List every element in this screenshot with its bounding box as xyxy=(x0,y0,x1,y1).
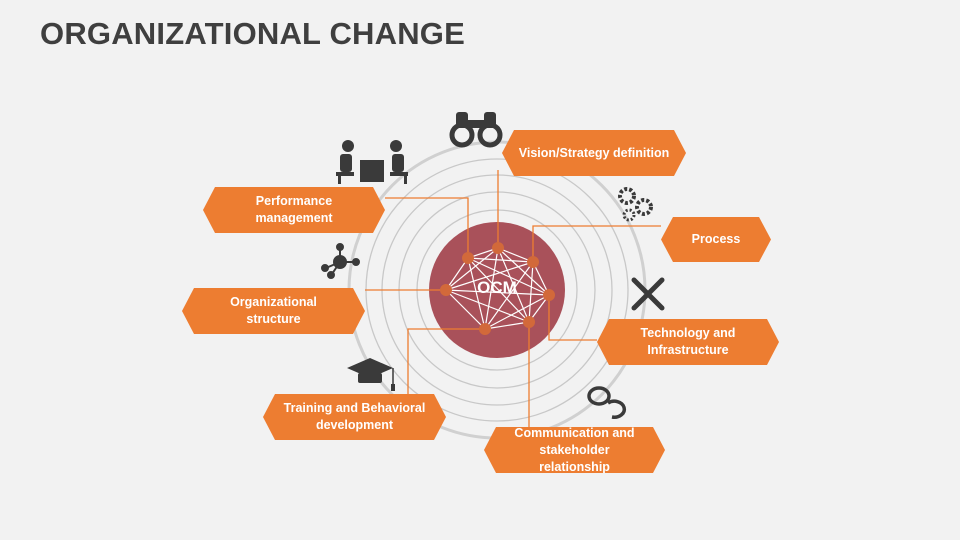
page-title: ORGANIZATIONAL CHANGE xyxy=(40,16,465,51)
mesh-line xyxy=(497,247,534,263)
node-dot xyxy=(527,256,539,268)
connector-performance xyxy=(385,197,469,258)
mesh-line xyxy=(497,247,530,323)
node-dot xyxy=(523,316,535,328)
mesh-line xyxy=(532,261,550,296)
banner-performance: Performance management xyxy=(203,187,385,233)
mesh-line xyxy=(445,289,486,330)
mesh-line xyxy=(497,247,550,296)
mesh-line xyxy=(445,289,530,323)
network-icon xyxy=(321,243,360,279)
tools-icon xyxy=(631,277,665,311)
mesh-line xyxy=(445,289,550,296)
meeting-icon xyxy=(336,140,408,184)
mesh-line xyxy=(445,257,469,291)
banner-communication: Communication and stakeholder relationsh… xyxy=(484,427,665,473)
mesh-line xyxy=(467,257,534,263)
banner-training: Training and Behavioral development xyxy=(263,394,446,440)
connector-process xyxy=(532,225,661,262)
banner-technology: Technology and Infrastructure xyxy=(597,319,779,365)
graduation-cap-icon xyxy=(347,358,395,391)
mesh-line xyxy=(484,247,499,330)
node-dot xyxy=(479,323,491,335)
nodes xyxy=(440,242,555,335)
mesh-line xyxy=(484,261,534,330)
banner-organizational-structure: Organizational structure xyxy=(182,288,365,334)
binoculars-icon xyxy=(449,112,503,148)
chat-bubbles-icon xyxy=(587,386,627,419)
mesh-line xyxy=(445,261,534,291)
mesh-line xyxy=(528,261,534,323)
mesh-line xyxy=(484,294,550,330)
gears-icon xyxy=(618,187,653,222)
mesh-line xyxy=(467,257,550,296)
mesh-line xyxy=(484,321,530,330)
node-dot xyxy=(543,289,555,301)
mesh-line xyxy=(445,247,499,291)
connector-technology xyxy=(548,295,597,341)
node-dot xyxy=(492,242,504,254)
banner-process: Process xyxy=(661,217,771,262)
connectors xyxy=(365,170,661,427)
connector-training xyxy=(407,328,485,394)
center-label: OCM xyxy=(477,278,517,297)
node-dot xyxy=(462,252,474,264)
node-dot xyxy=(440,284,452,296)
banner-vision-strategy: Vision/Strategy definition xyxy=(502,130,686,176)
node-mesh xyxy=(445,247,550,330)
